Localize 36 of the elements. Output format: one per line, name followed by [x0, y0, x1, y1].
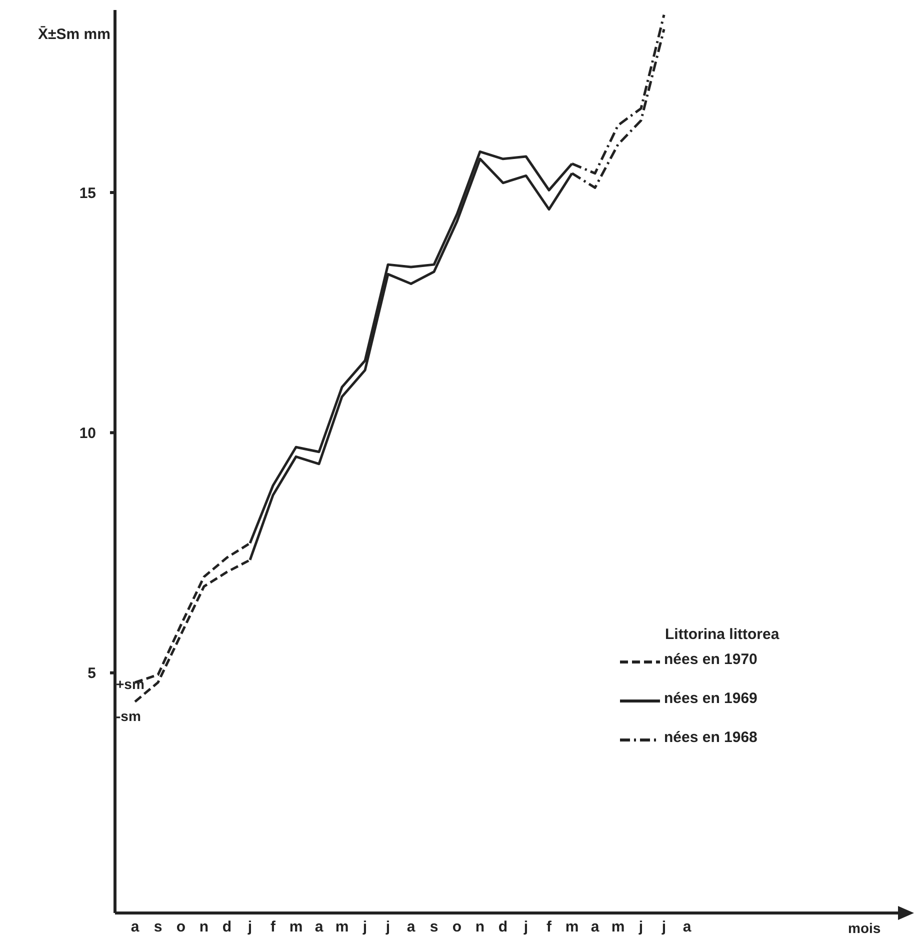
x-tick-label: o [452, 918, 462, 936]
x-tick-label: d [498, 918, 508, 936]
legend-label: nées en 1970 [664, 651, 758, 668]
x-tick-label: a [682, 918, 692, 936]
x-tick-label: s [154, 918, 162, 936]
x-tick-label: j [660, 918, 666, 936]
x-tick-label: j [522, 918, 528, 936]
y-tick-label: 5 [88, 665, 96, 682]
x-tick-label: f [270, 918, 277, 936]
x-tick-label: m [335, 918, 349, 936]
x-tick-label: m [289, 918, 303, 936]
x-tick-label: j [246, 918, 252, 936]
x-tick-label: m [565, 918, 579, 936]
legend-label: nées en 1969 [664, 690, 758, 707]
annotation: +sm [116, 676, 144, 692]
x-tick-label: j [638, 918, 644, 936]
legend-label: nées en 1968 [664, 729, 758, 746]
annotation: -sm [116, 708, 141, 724]
x-tick-label: n [475, 918, 485, 936]
x-tick-label: o [176, 918, 186, 936]
x-tick-label: a [406, 918, 416, 936]
x-tick-label: j [384, 918, 390, 936]
x-tick-label: a [590, 918, 600, 936]
x-tick-label: m [611, 918, 625, 936]
legend-title: Littorina littorea [665, 626, 780, 643]
y-axis-title: X̄±Sm mm [38, 26, 112, 43]
x-tick-label: f [546, 918, 553, 936]
text: mois [848, 920, 881, 936]
x-tick-label: a [314, 918, 324, 936]
x-tick-label: d [222, 918, 232, 936]
y-tick-label: 10 [79, 425, 96, 442]
x-tick-label: j [362, 918, 368, 936]
x-tick-label: s [430, 918, 438, 936]
x-tick-label: n [199, 918, 209, 936]
x-tick-label: a [130, 918, 140, 936]
y-tick-label: 15 [79, 184, 96, 202]
